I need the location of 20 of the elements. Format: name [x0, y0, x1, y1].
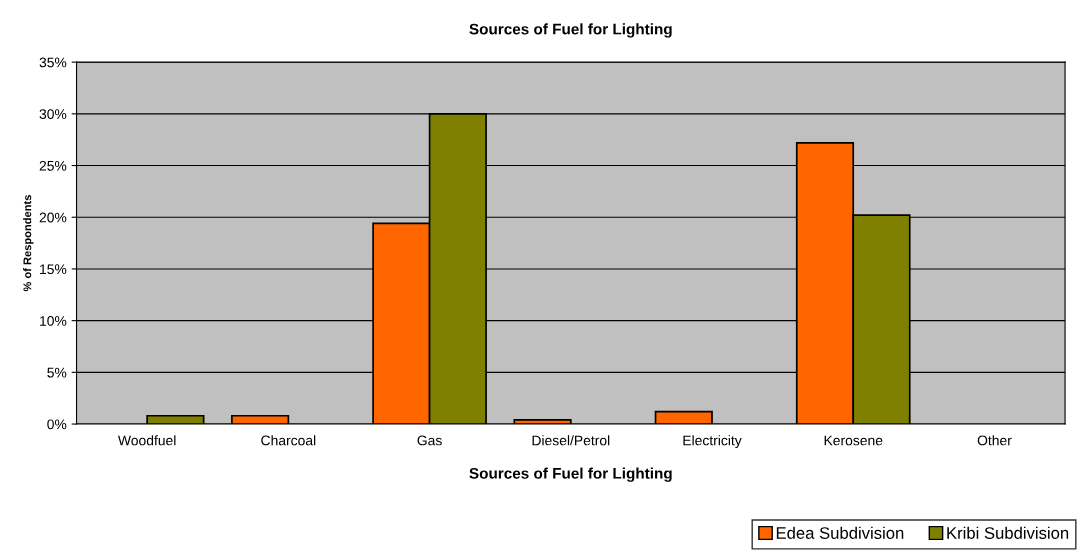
- x-axis-title: Sources of Fuel for Lighting: [469, 467, 672, 482]
- y-axis-title: % of Respondents: [23, 195, 34, 292]
- y-tick-label: 10%: [40, 315, 67, 326]
- y-tick-label: 35%: [39, 57, 67, 68]
- y-tick-label: 20%: [39, 212, 67, 223]
- y-tick-label: 15%: [40, 264, 67, 275]
- legend-label: Kribi Subdivision: [947, 526, 1069, 539]
- y-tick-label: 5%: [47, 367, 67, 378]
- x-tick-label: Kerosene: [824, 435, 883, 446]
- chart-title: Sources of Fuel for Lighting: [469, 23, 672, 38]
- x-tick-label: Woodfuel: [117, 435, 176, 446]
- y-tick-label: 25%: [39, 160, 67, 171]
- x-tick-label: Charcoal: [261, 435, 316, 446]
- x-tick-label: Other: [977, 435, 1012, 446]
- legend-label: Edea Subdivision: [776, 526, 904, 539]
- y-tick-label: 0%: [47, 419, 67, 430]
- x-tick-label: Gas: [417, 435, 442, 446]
- x-tick-label: Electricity: [683, 435, 742, 449]
- x-tick-label: Diesel/Petrol: [532, 435, 610, 446]
- y-tick-label: 30%: [39, 109, 67, 120]
